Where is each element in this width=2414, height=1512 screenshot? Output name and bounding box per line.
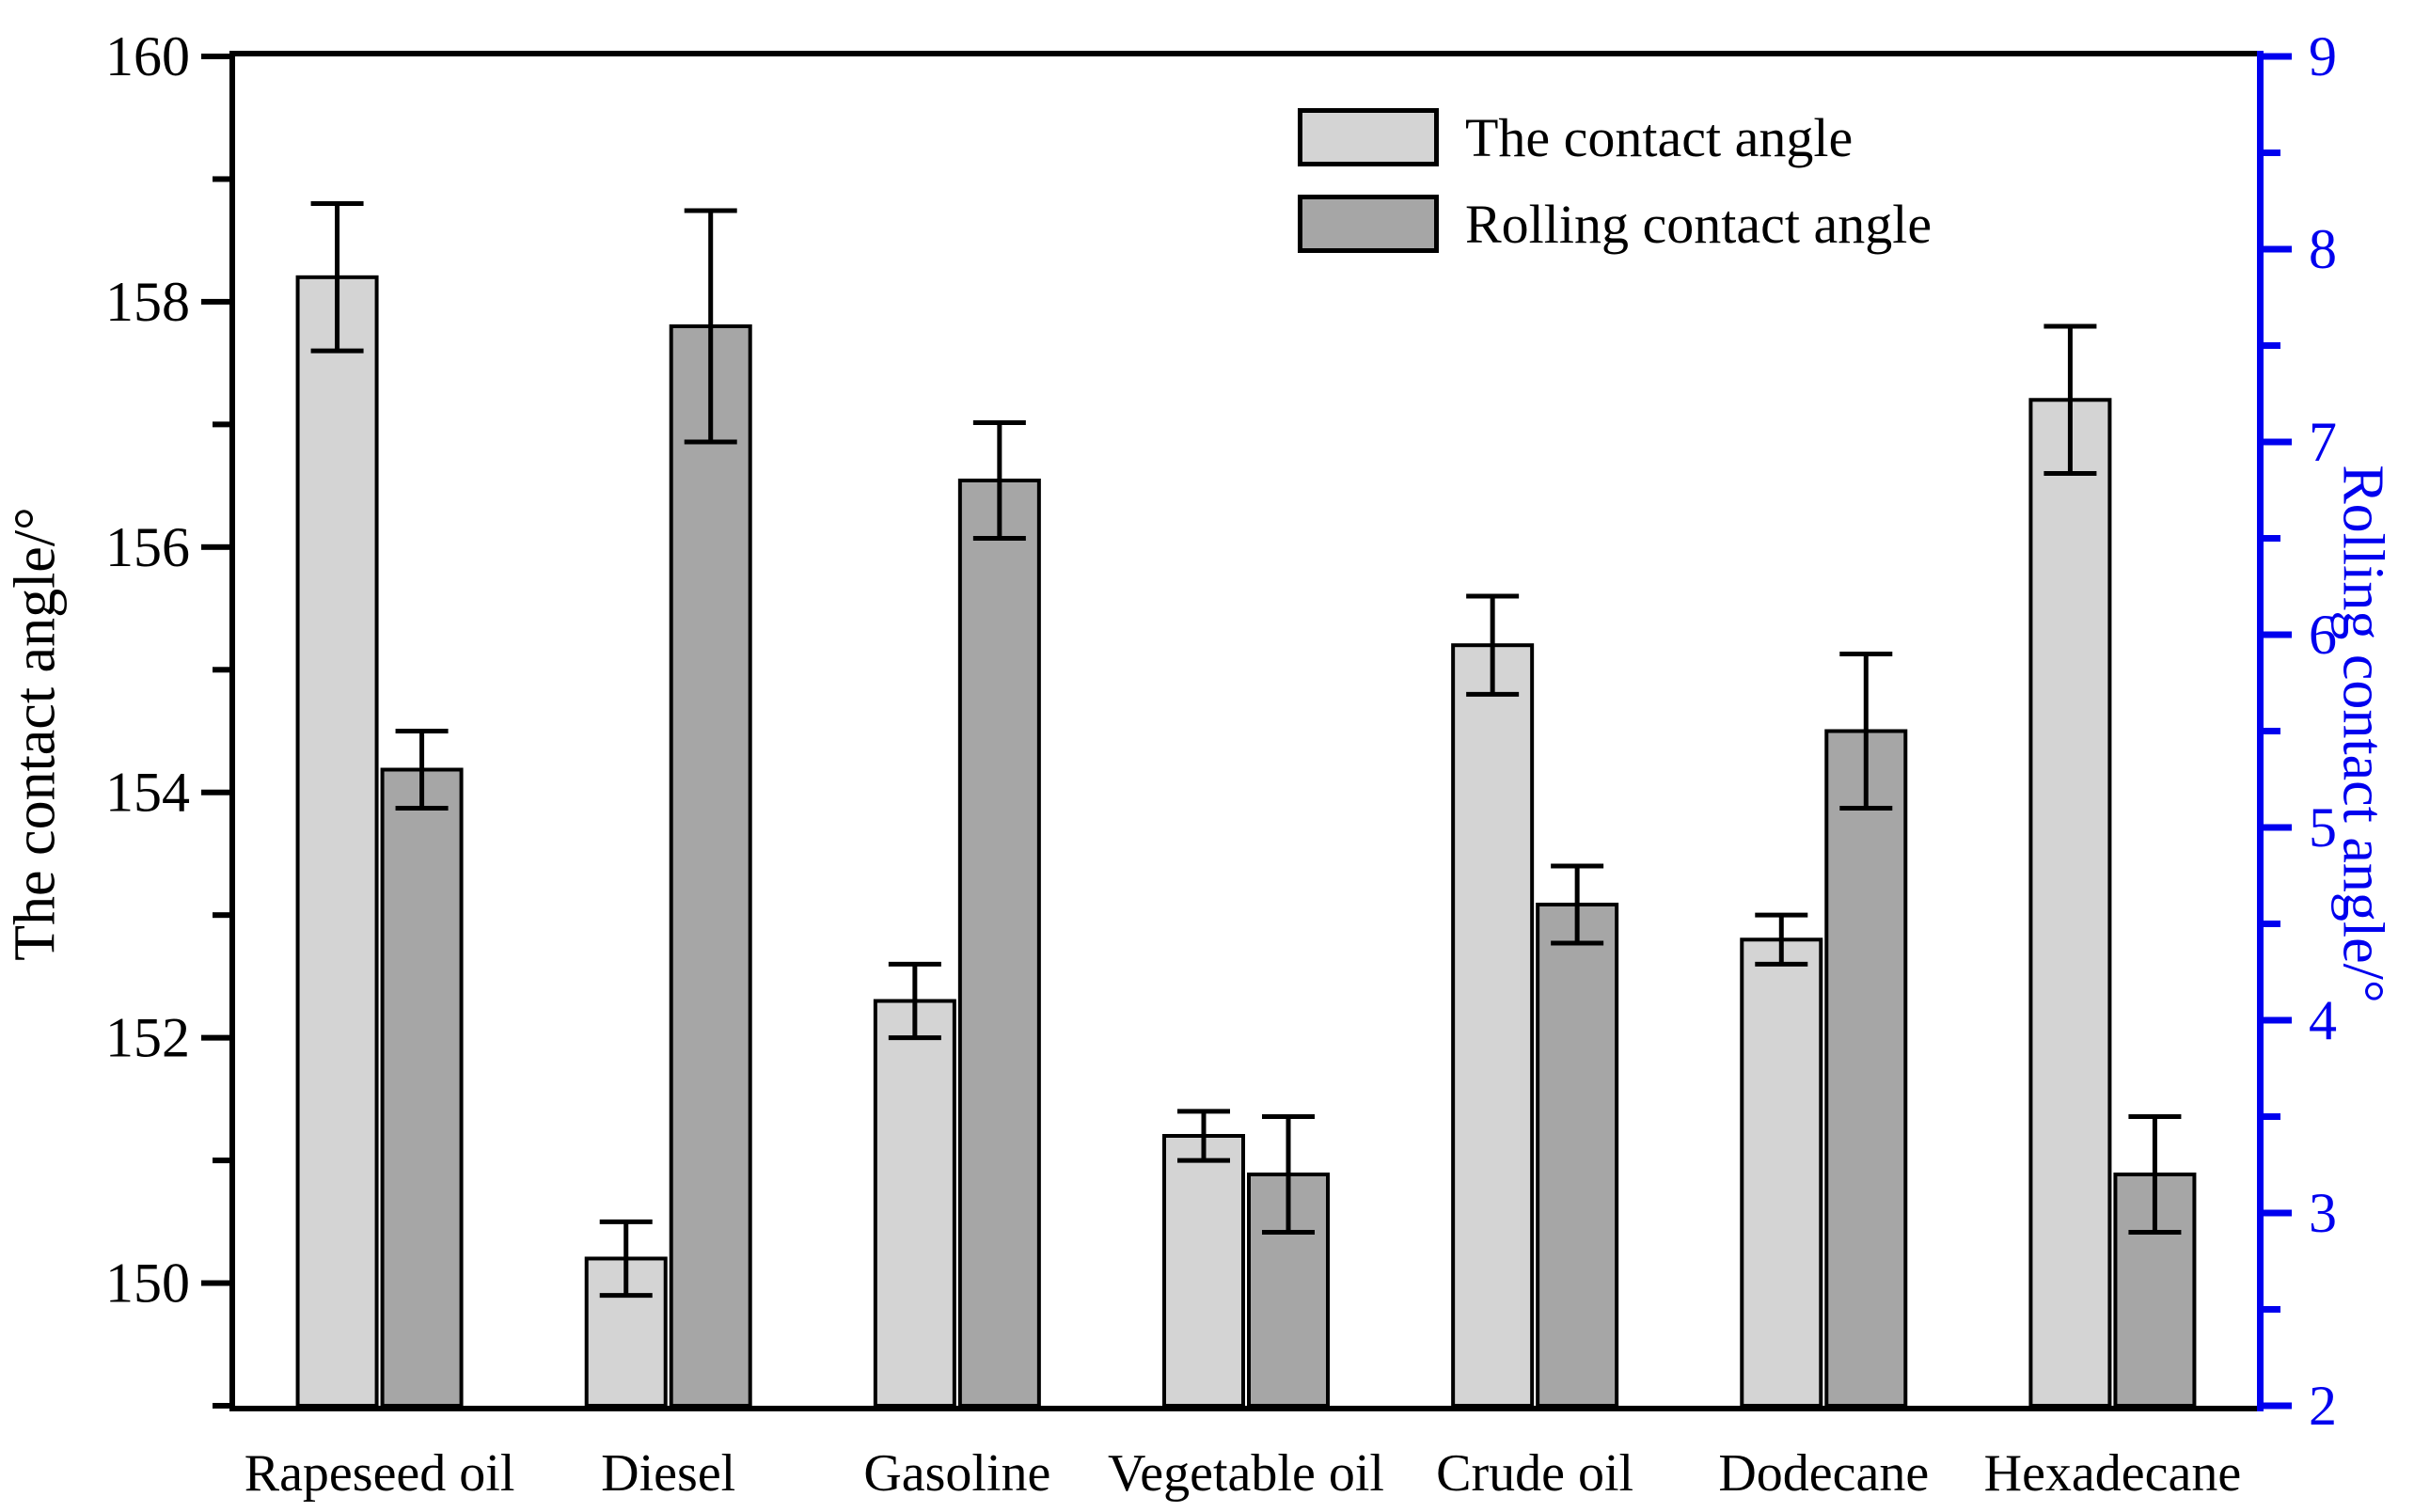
bottom-axis-spine [229, 1406, 2264, 1411]
right-axis-title: Rolling contact angle/° [2330, 465, 2395, 1003]
left-axis-title: The contact angle/° [3, 507, 68, 961]
left-major-tick [201, 543, 229, 550]
left-major-tick [201, 1034, 229, 1041]
contact-angle-bar [1451, 643, 1535, 1408]
right-minor-tick [2264, 921, 2280, 927]
legend-swatch-rolling-angle [1298, 195, 1439, 253]
legend-item: Rolling contact angle [1298, 181, 1932, 267]
category-label: Rapeseed oil [245, 1444, 515, 1503]
right-minor-tick [2264, 535, 2280, 542]
right-tick-label: 8 [2309, 218, 2337, 280]
legend: The contact angle Rolling contact angle [1298, 94, 1932, 267]
top-axis-spine [229, 51, 2264, 56]
rolling-angle-bar [380, 767, 464, 1408]
rolling-angle-bar [957, 479, 1041, 1408]
right-tick-label: 7 [2309, 411, 2337, 473]
rolling-angle-bar [1536, 903, 1619, 1408]
right-major-tick [2264, 1016, 2292, 1024]
right-major-tick [2264, 245, 2292, 253]
left-major-tick [201, 54, 229, 59]
right-major-tick [2264, 438, 2292, 446]
legend-label: The contact angle [1465, 106, 1854, 168]
contact-angle-bar [2028, 398, 2112, 1409]
right-tick-label: 6 [2309, 604, 2337, 666]
right-major-tick [2264, 1209, 2292, 1217]
legend-item: The contact angle [1298, 94, 1932, 181]
right-minor-tick [2264, 150, 2280, 156]
left-major-tick [201, 1280, 229, 1286]
contact-angle-bar [1740, 937, 1823, 1408]
right-tick-label: 5 [2309, 796, 2337, 858]
contact-angle-bar [295, 275, 379, 1408]
right-tick-label: 4 [2309, 989, 2337, 1051]
legend-label: Rolling contact angle [1465, 193, 1933, 255]
category-label: Crude oil [1436, 1444, 1633, 1503]
left-major-tick [201, 789, 229, 795]
left-tick-label: 152 [105, 1007, 190, 1069]
left-tick-label: 154 [105, 762, 190, 824]
left-minor-tick [213, 1403, 229, 1409]
left-minor-tick [213, 1158, 229, 1164]
left-axis-spine [229, 51, 235, 1411]
left-tick-label: 150 [105, 1252, 190, 1315]
category-label: Vegetable oil [1108, 1444, 1384, 1503]
category-label: Hexadecane [1984, 1444, 2242, 1503]
contact-angle-bar [1162, 1134, 1245, 1408]
category-label: Gasoline [863, 1444, 1050, 1503]
left-major-tick [201, 298, 229, 305]
left-minor-tick [213, 176, 229, 182]
right-minor-tick [2264, 1113, 2280, 1120]
right-minor-tick [2264, 1306, 2280, 1313]
legend-swatch-contact-angle [1298, 108, 1439, 166]
left-tick-label: 158 [105, 271, 190, 333]
left-tick-label: 156 [105, 516, 190, 578]
right-minor-tick [2264, 728, 2280, 734]
left-tick-label: 160 [105, 25, 190, 87]
left-minor-tick [213, 912, 229, 919]
contact-angle-bar [873, 999, 956, 1408]
left-minor-tick [213, 667, 229, 673]
right-major-tick [2264, 53, 2292, 60]
rolling-angle-bar [1824, 729, 1908, 1408]
right-major-tick [2264, 824, 2292, 831]
category-label: Diesel [601, 1444, 735, 1503]
right-axis-spine [2257, 51, 2264, 1411]
left-minor-tick [213, 421, 229, 428]
rolling-angle-bar [669, 324, 752, 1408]
right-tick-label: 2 [2309, 1375, 2337, 1437]
right-major-tick [2264, 1402, 2292, 1410]
right-minor-tick [2264, 342, 2280, 349]
right-major-tick [2264, 631, 2292, 638]
right-tick-label: 9 [2309, 25, 2337, 87]
category-label: Dodecane [1718, 1444, 1929, 1503]
right-tick-label: 3 [2309, 1182, 2337, 1244]
